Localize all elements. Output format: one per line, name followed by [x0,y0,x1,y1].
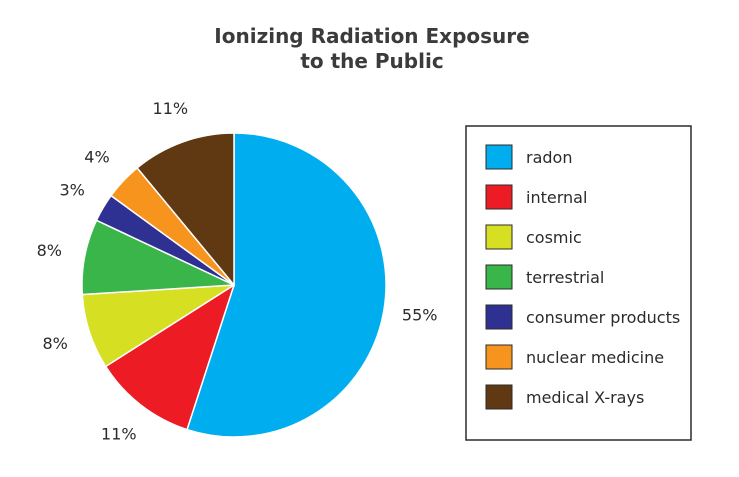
legend-swatch-nuclear-medicine [485,344,513,370]
legend-label-consumer-products: consumer products [526,308,680,327]
chart-title-line-1: Ionizing Radiation Exposure [214,24,529,48]
pie-label-cosmic: 8% [43,334,68,353]
legend-label-medical-x-rays: medical X-rays [526,388,644,407]
pie-label-consumer-products: 3% [60,180,85,199]
legend-label-radon: radon [526,148,572,167]
legend-swatch-cosmic [485,224,513,250]
legend-swatch-internal [485,184,513,210]
pie [81,132,387,438]
legend-swatch-consumer-products [485,304,513,330]
legend-label-cosmic: cosmic [526,228,582,247]
pie-slice-internal [104,283,236,431]
legend-swatch-radon [485,144,513,170]
pie-label-radon: 55% [402,305,438,324]
pie-slice-medical-x-rays [136,132,235,288]
legend-label-terrestrial: terrestrial [526,268,604,287]
pie-slice-radon [186,132,387,438]
legend-swatch-medical-x-rays [485,384,513,410]
legend: radon internal cosmic terrestrial consumer p… [465,125,692,441]
legend-label-internal: internal [526,188,587,207]
pie-label-medical-x-rays: 11% [153,99,189,118]
legend-label-nuclear-medicine: nuclear medicine [526,348,664,367]
pie-label-internal: 11% [101,425,137,444]
legend-swatch-terrestrial [485,264,513,290]
pie-label-terrestrial: 8% [37,241,62,260]
pie-label-nuclear-medicine: 4% [84,147,109,166]
chart-title-line-2: to the Public [300,49,443,73]
chart-title: Ionizing Radiation Exposure to the Publi… [214,24,529,73]
pie-labels: 55% 11% 8% 8% 3% 4% 11% [37,99,438,443]
